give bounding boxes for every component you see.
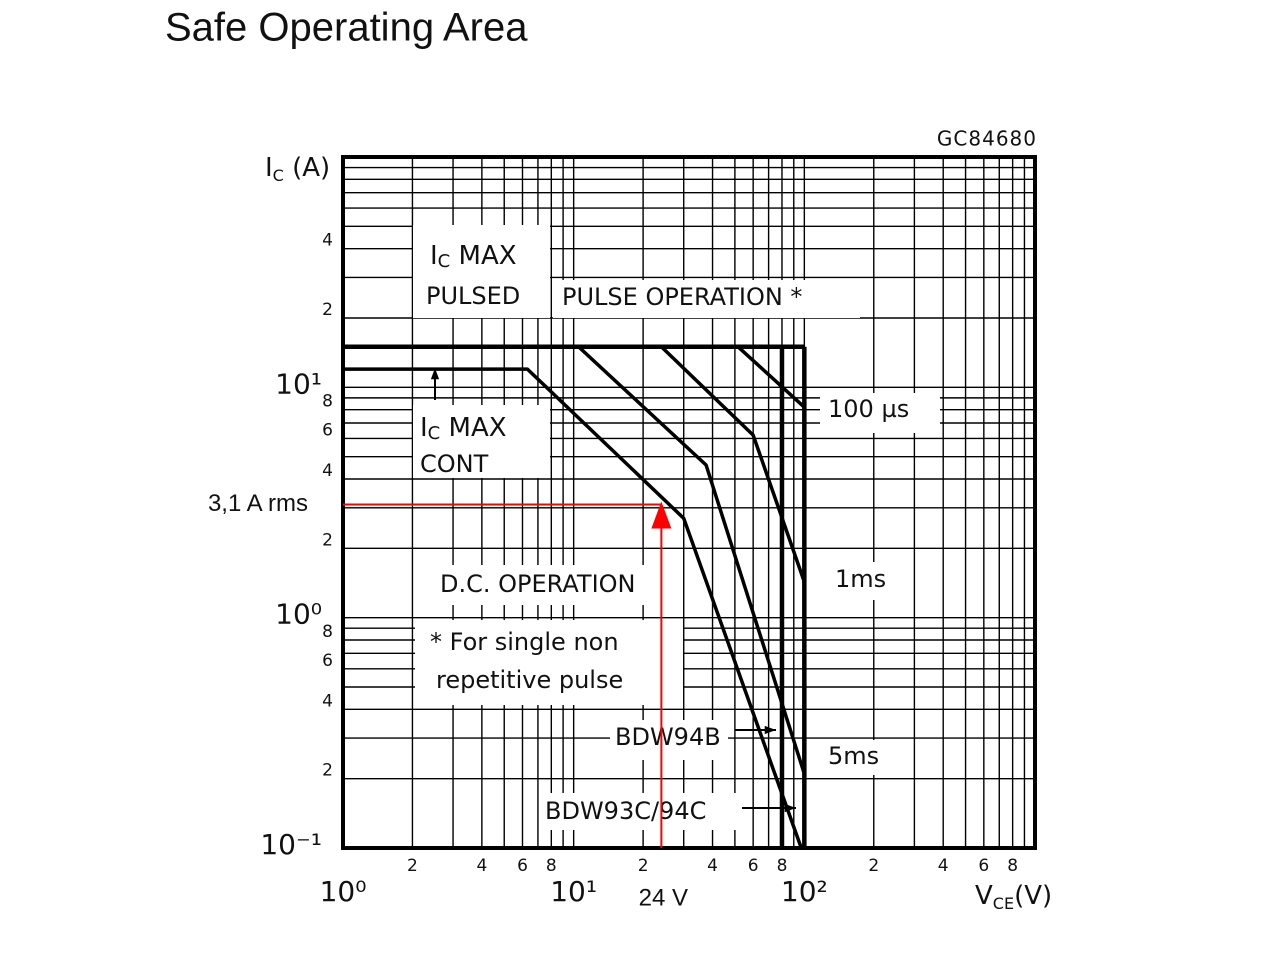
y-tick-label: 8 [322,622,333,642]
label-box [413,225,550,318]
y-axis-label: IC (A) [265,153,330,185]
y-axis-label-rest: (A) [284,153,330,183]
series-line [736,345,806,409]
label-box [820,393,940,433]
y-tick-label: 2 [322,530,333,550]
y-axis-label-main: I [265,153,273,183]
y-tick-label: 10⁻¹ [260,828,322,861]
label-box [820,562,910,600]
x-tick-label: 10² [781,875,828,908]
ic-max-cont-rest: MAX [440,413,506,443]
plot-frame [341,155,1037,850]
x-axis-label-rest: (V) [1014,881,1052,911]
label-box [415,565,660,605]
y-tick-label: 2 [322,300,333,320]
x-tick-label: 10¹ [550,875,597,908]
label-box [540,793,737,830]
arrow-head [430,368,440,380]
series-label: 5ms [828,742,879,770]
single-pulse-note: repetitive pulse [436,666,623,694]
label-box [610,720,728,760]
y-tick-label: 2 [322,761,333,781]
ic-max-pulsed-line2: PULSED [426,282,520,310]
label-box [413,405,550,478]
x-tick-label: 6 [517,856,528,876]
x-tick-label: 8 [1007,856,1018,876]
series-label: 100 µs [828,395,909,423]
x-tick-label: 4 [476,856,487,876]
y-tick-label: 4 [322,691,333,711]
x-tick-label: 4 [938,856,949,876]
y-tick-label: 4 [322,461,333,481]
x-tick-label: 2 [638,856,649,876]
y-tick-label: 4 [322,231,333,251]
series-label: D.C. OPERATION [440,570,636,598]
x-axis-label: VCE(V) [975,881,1052,913]
label-box [415,620,683,705]
ic-max-cont: IC MAX [420,413,507,445]
x-tick-label: 2 [868,856,879,876]
ic-max-pulsed-main: I [430,241,438,271]
series-label: PULSE OPERATION * [562,283,802,311]
single-pulse-note: * For single non [430,628,619,656]
ic-max-cont-sub: C [428,423,441,444]
x-tick-label: 6 [748,856,759,876]
y-tick-label: 6 [322,420,333,440]
ic-max-pulsed: IC MAX [430,241,517,273]
x-axis-label-main: V [975,881,993,911]
label-box [553,280,860,318]
chart-title: Safe Operating Area [165,6,528,50]
label-box [820,740,900,775]
arrow-head [784,803,796,813]
figure-code: GC84680 [937,127,1037,151]
y-tick-label: 6 [322,651,333,671]
series-label: BDW94B [615,723,721,751]
series-label: 1ms [835,565,886,593]
operating-current-label: 3,1 A rms [208,490,308,517]
x-tick-label: 6 [978,856,989,876]
y-axis-label-sub: C [273,166,284,185]
series-label: BDW93C/94C [545,797,706,825]
x-tick-label: 4 [707,856,718,876]
ic-max-pulsed-rest: MAX [450,241,516,271]
ic-max-cont-line2: CONT [420,450,489,478]
x-tick-label: 2 [407,856,418,876]
y-tick-label: 10¹ [275,367,322,400]
ic-max-pulsed-sub: C [438,251,451,272]
y-tick-label: 8 [322,392,333,412]
operating-arrow-head [651,501,672,529]
x-axis-label-sub: CE [993,894,1014,913]
arrow-head [764,725,776,735]
x-tick-label: 10⁰ [320,875,367,908]
y-tick-label: 10⁰ [275,598,322,631]
x-tick-label: 8 [777,856,788,876]
series-line [660,345,806,583]
ic-max-cont-main: I [420,413,428,443]
x-tick-label: 8 [546,856,557,876]
series-line [577,345,807,775]
operating-voltage-label: 24 V [639,884,688,911]
